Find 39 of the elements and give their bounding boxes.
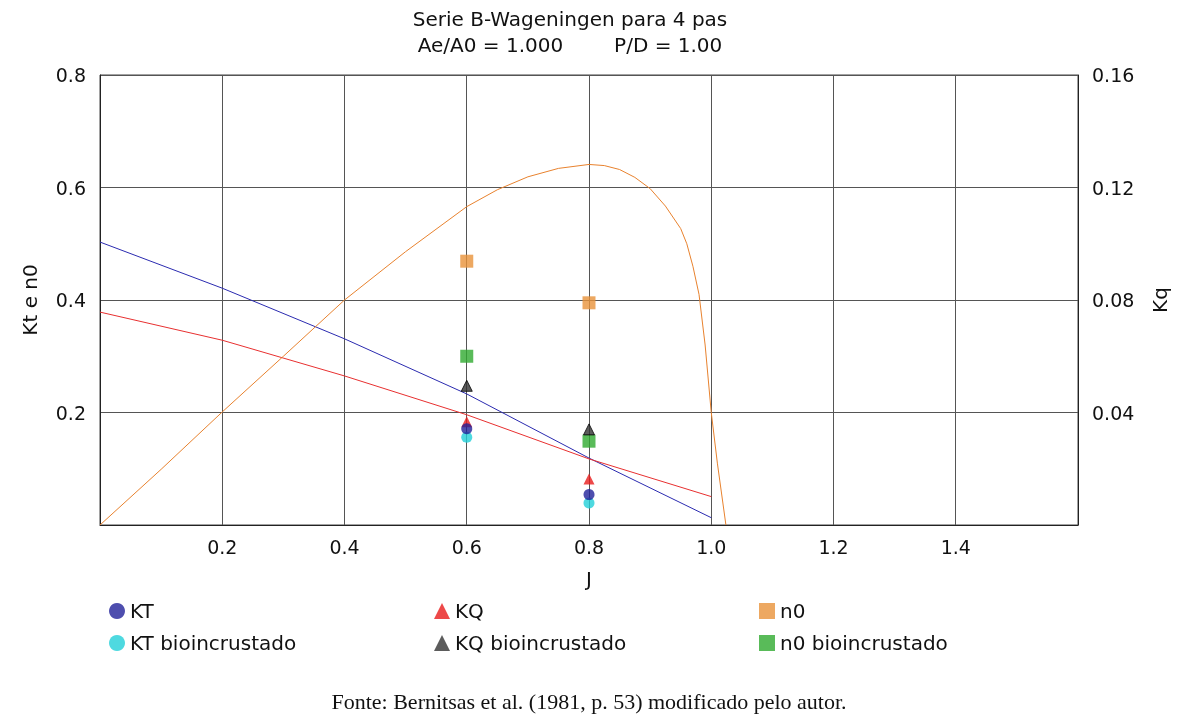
y2-tick-label: 0.04 (1092, 401, 1135, 424)
legend-label: KQ bioincrustado (455, 631, 627, 655)
source-note: Fonte: Bernitsas et al. (1981, p. 53) modificado pelo autor. (331, 688, 847, 714)
chart-title: Serie B-Wageningen para 4 pas (412, 7, 728, 31)
y2-tick-label: 0.12 (1092, 176, 1135, 199)
legend-label: n0 (780, 599, 806, 623)
x-tick-label: 0.2 (207, 535, 238, 558)
point (583, 489, 595, 501)
line-series (99, 241, 712, 519)
point (460, 379, 473, 392)
y-tick-label: 0.6 (55, 176, 86, 199)
y2-tick-label: 0.08 (1092, 289, 1135, 311)
x-tick-label: 1.2 (818, 535, 849, 558)
y-axis-title: Kt e n0 (18, 264, 42, 336)
y-tick-label: 0.4 (55, 289, 86, 311)
chart-subtitle: Ae/A0 = 1.000 P/D = 1.00 (417, 33, 723, 57)
point (583, 423, 595, 436)
x-tick-label: 0.4 (329, 535, 360, 558)
x-tick-label: 0.6 (451, 535, 482, 558)
point (582, 296, 596, 310)
x-tick-label: 1.4 (940, 535, 971, 558)
x-tick-label: 1.0 (696, 535, 727, 558)
y-tick-label: 0.8 (55, 64, 86, 86)
point (460, 254, 474, 268)
point (582, 434, 596, 448)
point (583, 473, 595, 485)
legend-label: KT (130, 599, 155, 623)
line-series (99, 311, 712, 498)
y-tick-label: 0.2 (55, 401, 86, 424)
y2-tick-label: 0.16 (1092, 64, 1135, 86)
y2-axis-title: Kq (1148, 287, 1172, 313)
x-axis-title: J (584, 567, 592, 591)
legend-label: KT bioincrustado (130, 631, 297, 655)
x-tick-label: 0.8 (573, 535, 605, 558)
point (460, 349, 474, 363)
legend-label: n0 bioincrustado (780, 631, 948, 655)
line-series (99, 163, 727, 526)
legend-label: KQ (455, 599, 484, 623)
point (461, 423, 473, 435)
